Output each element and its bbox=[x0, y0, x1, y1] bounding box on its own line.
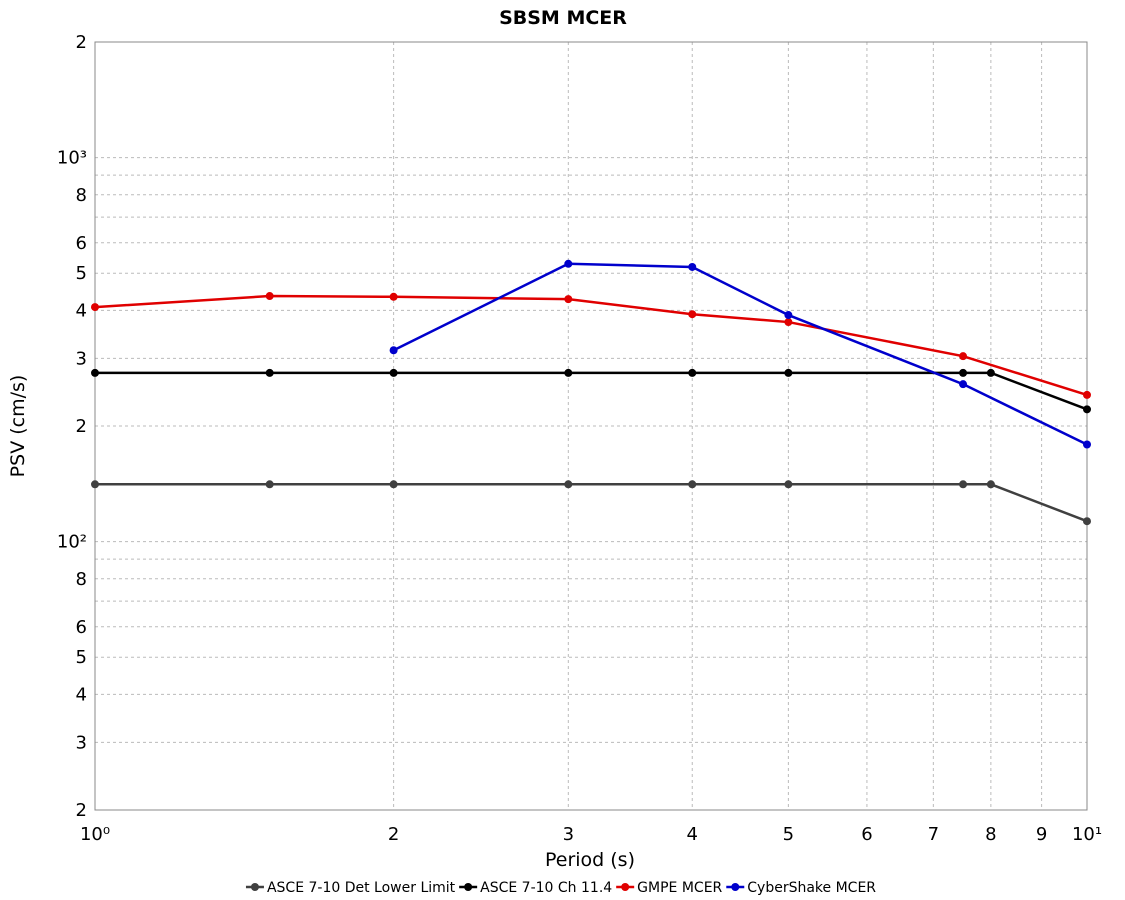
data-point bbox=[91, 480, 99, 489]
x-tick-label: 9 bbox=[1036, 824, 1047, 845]
data-point bbox=[564, 295, 573, 304]
x-tick-label: 4 bbox=[687, 824, 698, 845]
data-point bbox=[389, 292, 398, 301]
data-point bbox=[959, 368, 968, 377]
data-point bbox=[564, 368, 573, 377]
data-point bbox=[784, 311, 793, 320]
data-point bbox=[959, 352, 968, 361]
data-point bbox=[389, 346, 398, 355]
legend-label: ASCE 7-10 Ch 11.4 bbox=[480, 880, 612, 896]
data-point bbox=[688, 480, 697, 489]
legend-label: GMPE MCER bbox=[637, 880, 722, 896]
data-point bbox=[564, 259, 573, 268]
x-tick-label: 5 bbox=[783, 824, 794, 845]
series-line bbox=[95, 483, 1088, 523]
x-axis-label: Period (s) bbox=[545, 849, 635, 871]
data-point bbox=[986, 480, 995, 489]
data-point bbox=[265, 292, 274, 301]
x-tick-label: 10⁰ bbox=[80, 824, 110, 845]
x-tick-label: 6 bbox=[861, 824, 872, 845]
data-point bbox=[1083, 390, 1091, 399]
y-tick-label: 8 bbox=[76, 185, 87, 206]
data-point bbox=[986, 368, 995, 377]
y-tick-label: 5 bbox=[76, 263, 87, 284]
data-point bbox=[784, 480, 793, 489]
legend-marker bbox=[464, 883, 473, 891]
data-point bbox=[389, 480, 398, 489]
data-point bbox=[959, 480, 968, 489]
y-tick-label: 3 bbox=[76, 348, 87, 369]
legend-marker bbox=[621, 883, 630, 891]
x-tick-label: 8 bbox=[985, 824, 996, 845]
x-tick-label: 10¹ bbox=[1072, 824, 1102, 845]
y-tick-label: 3 bbox=[76, 732, 87, 753]
data-point bbox=[688, 310, 697, 319]
y-axis-label: PSV (cm/s) bbox=[7, 375, 29, 478]
legend-marker bbox=[250, 883, 259, 891]
legend-label: ASCE 7-10 Det Lower Limit bbox=[267, 880, 456, 896]
data-point bbox=[1083, 405, 1091, 414]
data-point bbox=[91, 303, 99, 312]
data-point bbox=[265, 480, 274, 489]
y-tick-label: 6 bbox=[76, 617, 87, 638]
data-point bbox=[1083, 517, 1091, 526]
y-tick-label: 2 bbox=[76, 32, 87, 53]
y-tick-label: 10² bbox=[57, 532, 87, 553]
y-tick-label: 10³ bbox=[57, 148, 87, 169]
y-tick-label: 4 bbox=[76, 300, 87, 321]
y-tick-label: 4 bbox=[76, 684, 87, 705]
chart-title: SBSM MCER bbox=[499, 7, 627, 29]
series-line bbox=[94, 294, 1088, 397]
y-tick-label: 2 bbox=[76, 416, 87, 437]
legend-label: CyberShake MCER bbox=[747, 880, 876, 896]
data-point bbox=[784, 368, 793, 377]
data-point bbox=[784, 318, 793, 327]
series-line bbox=[95, 371, 1088, 411]
data-point bbox=[688, 262, 697, 271]
series-line bbox=[393, 262, 1088, 446]
data-point bbox=[1083, 440, 1091, 449]
data-point bbox=[389, 368, 398, 377]
data-point bbox=[688, 368, 697, 377]
y-tick-label: 5 bbox=[76, 647, 87, 668]
legend-marker bbox=[731, 883, 740, 891]
y-tick-label: 2 bbox=[76, 800, 87, 821]
y-tick-label: 6 bbox=[76, 233, 87, 254]
data-point bbox=[265, 368, 274, 377]
data-point bbox=[564, 480, 573, 489]
data-point bbox=[91, 368, 99, 377]
legend: ASCE 7-10 Det Lower Limit ASCE 7-10 Ch 11… bbox=[245, 880, 876, 896]
data-point bbox=[959, 380, 968, 389]
y-tick-label: 8 bbox=[76, 569, 87, 590]
plot-frame bbox=[94, 41, 1088, 811]
x-tick-label: 2 bbox=[388, 824, 399, 845]
x-tick-label: 3 bbox=[563, 824, 574, 845]
x-tick-label: 7 bbox=[928, 824, 939, 845]
